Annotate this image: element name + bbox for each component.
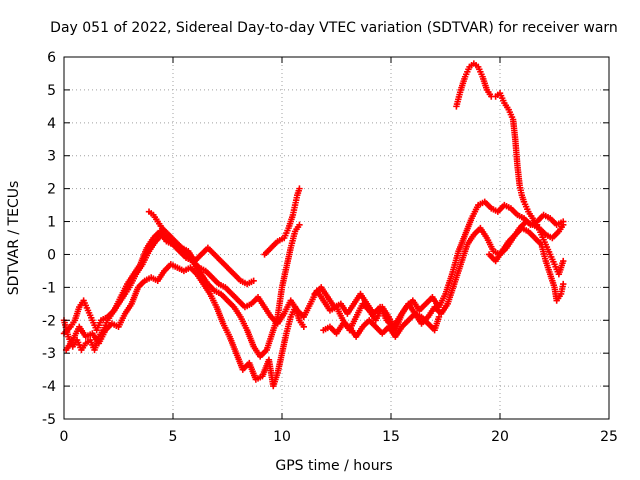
series-track-h	[453, 60, 567, 278]
y-tick-label: 3	[47, 149, 56, 165]
axis-ticks: 0 5 10 15 20 25 -5 -4 -3 -2 -1 0 1 2 3 4 5 6	[42, 50, 618, 445]
series-track-i	[485, 224, 567, 304]
y-tick-label: 2	[47, 182, 56, 198]
y-tick-label: -5	[42, 412, 56, 428]
data-point	[296, 185, 303, 192]
data-point	[435, 313, 443, 321]
grid-lines	[64, 57, 609, 419]
plot-frame	[63, 56, 610, 420]
chart-title: Day 051 of 2022, Sidereal Day-to-day VTE…	[50, 20, 618, 36]
x-tick-label: 10	[273, 429, 291, 445]
y-tick-label: 4	[47, 116, 56, 132]
x-tick-label: 15	[382, 429, 400, 445]
y-axis-label: SDTVAR / TECUs	[6, 181, 22, 296]
x-tick-label: 5	[169, 429, 178, 445]
y-tick-label: 1	[47, 215, 56, 231]
data-marks	[60, 60, 567, 390]
series-track-e	[261, 185, 303, 258]
data-point	[296, 221, 303, 229]
x-tick-label: 0	[60, 429, 69, 445]
data-point	[250, 277, 257, 284]
x-axis-label: GPS time / hours	[275, 458, 392, 474]
y-tick-label: -4	[42, 379, 56, 395]
x-tick-label: 20	[491, 429, 509, 445]
data-point	[560, 257, 567, 265]
data-point	[560, 218, 567, 225]
y-tick-label: -2	[42, 313, 56, 329]
y-tick-label: 6	[47, 50, 56, 66]
series-track-c	[62, 261, 307, 390]
series-track-b	[60, 218, 567, 337]
y-tick-label: 0	[47, 247, 56, 263]
series-track-g	[320, 310, 443, 340]
series-track-d	[145, 208, 257, 288]
data-point	[560, 280, 567, 288]
x-tick-label: 25	[600, 429, 618, 445]
data-point	[300, 323, 307, 331]
y-tick-label: -3	[42, 346, 56, 362]
y-tick-label: 5	[47, 83, 56, 99]
series-track-f	[311, 198, 567, 331]
y-tick-label: -1	[42, 280, 56, 296]
